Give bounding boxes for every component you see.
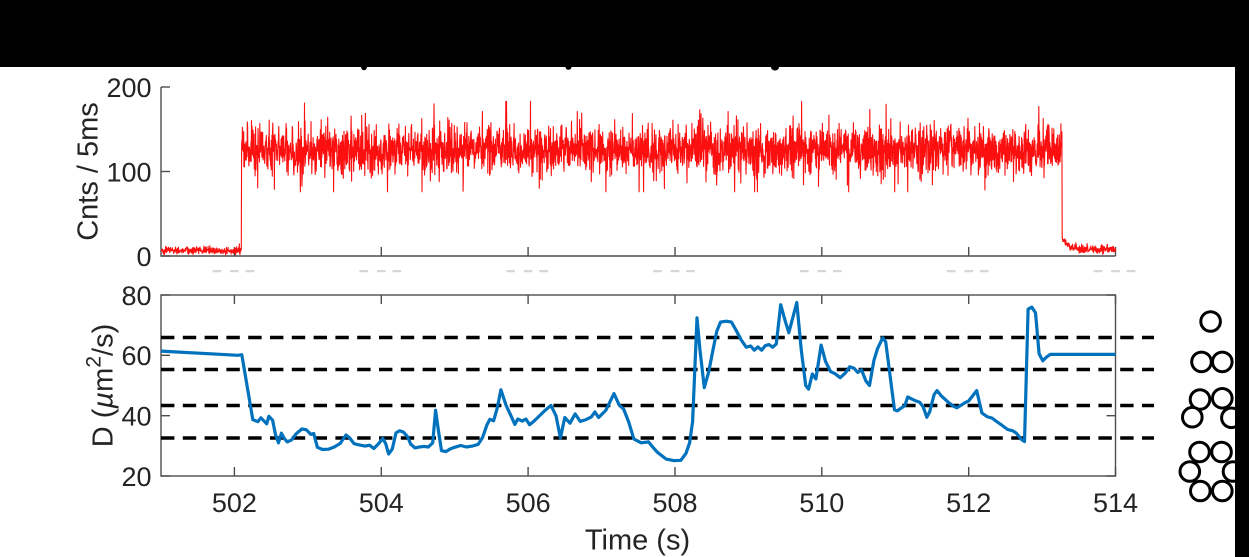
svg-text:100: 100 [106, 157, 151, 187]
svg-text:80: 80 [121, 281, 151, 311]
svg-text:Time (s): Time (s) [585, 525, 690, 557]
svg-text:200: 200 [106, 73, 151, 103]
svg-text:Cnts / 5ms: Cnts / 5ms [73, 102, 105, 241]
svg-text:60: 60 [121, 341, 151, 371]
svg-text:504: 504 [359, 488, 404, 518]
svg-text:0: 0 [136, 242, 151, 272]
svg-text:510: 510 [799, 488, 844, 518]
svg-text:20: 20 [121, 462, 151, 492]
svg-text:508: 508 [652, 488, 697, 518]
svg-text:514: 514 [1093, 488, 1138, 518]
svg-text:D (µm2/s): D (µm2/s) [83, 324, 120, 447]
svg-text:512: 512 [946, 488, 991, 518]
svg-text:40: 40 [121, 402, 151, 432]
svg-text:506: 506 [506, 488, 551, 518]
svg-text:502: 502 [212, 488, 257, 518]
